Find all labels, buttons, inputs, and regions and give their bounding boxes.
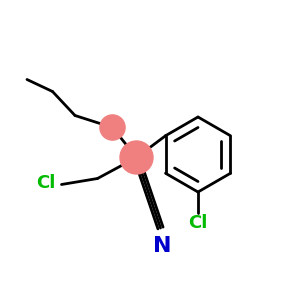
Text: Cl: Cl — [188, 214, 208, 232]
Text: N: N — [153, 236, 171, 256]
Circle shape — [120, 141, 153, 174]
Text: Cl: Cl — [36, 174, 56, 192]
Circle shape — [100, 115, 125, 140]
